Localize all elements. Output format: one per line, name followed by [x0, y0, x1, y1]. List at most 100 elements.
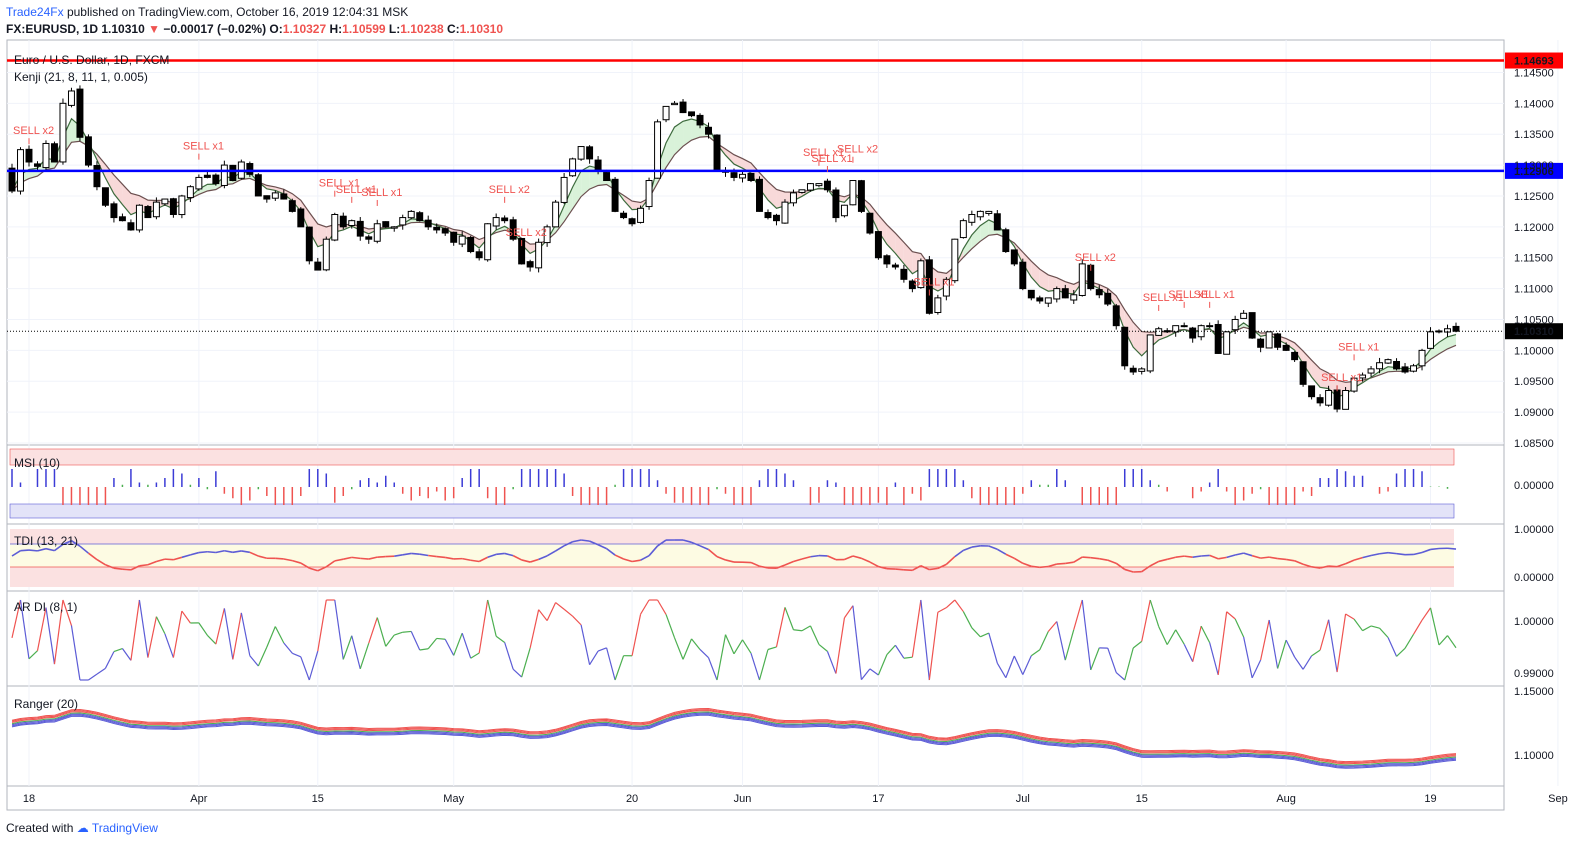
candle-body: [917, 260, 925, 289]
tdi-segment: [53, 543, 64, 552]
ardi-segment: [903, 656, 913, 659]
ardi-segment: [529, 609, 540, 649]
kenji-fill-segment: [1320, 368, 1329, 389]
ardi-tick: 0.99000: [1514, 668, 1554, 680]
candle-body: [59, 102, 67, 163]
tdi-segment: [164, 558, 174, 561]
candle-body: [8, 167, 16, 192]
tdi-segment: [249, 551, 259, 557]
ardi-segment: [427, 638, 438, 650]
tdi-segment: [445, 556, 454, 560]
candle-body: [67, 90, 75, 106]
candle-body: [1002, 229, 1010, 253]
tdi-segment: [1285, 558, 1295, 562]
candle-body: [1350, 377, 1358, 392]
candle-body: [806, 183, 814, 191]
ardi-segment: [555, 602, 565, 610]
tdi-segment: [173, 556, 183, 561]
ardi-segment: [351, 635, 361, 670]
tdi-segment: [852, 555, 862, 560]
publisher-name[interactable]: Trade24Fx: [6, 5, 64, 19]
tdi-segment: [929, 567, 938, 571]
kenji-fill-segment: [674, 121, 684, 155]
candle-body: [586, 146, 594, 160]
tdi-segment: [614, 554, 624, 560]
tdi-segment: [1149, 560, 1160, 567]
candle-body: [1138, 368, 1146, 372]
tdi-segment: [181, 554, 191, 559]
price-tick: 1.12500: [1514, 191, 1554, 203]
candle-body: [450, 231, 458, 243]
ardi-segment: [954, 599, 964, 612]
candle-body: [501, 217, 509, 222]
time-axis[interactable]: 18Apr15May20Jun17Jul15Aug19Sep16Oct14: [23, 793, 1572, 805]
ardi-segment: [1149, 599, 1160, 627]
ardi-segment: [835, 617, 846, 674]
ardi-segment: [767, 646, 777, 651]
candle-body: [705, 126, 712, 135]
sell-signal-label: SELL x2: [489, 184, 530, 196]
ardi-segment: [1379, 627, 1389, 638]
kenji-fill-segment: [1116, 295, 1125, 331]
kenji-fill-segment: [309, 212, 318, 247]
candle-body: [110, 203, 118, 219]
tradingview-brand[interactable]: TradingView: [91, 821, 158, 835]
candle-body: [696, 114, 704, 126]
candle-body: [840, 204, 848, 217]
candle-body: [866, 212, 874, 234]
candle-body: [297, 208, 305, 228]
kenji-fill-segment: [683, 119, 692, 147]
kenji-fill-segment: [878, 214, 887, 245]
tdi-segment: [1013, 557, 1024, 564]
ardi-segment: [181, 610, 191, 624]
tdi-segment: [1022, 562, 1032, 568]
candle-body: [968, 213, 976, 223]
ardi-segment: [988, 632, 998, 664]
tdi-tick: 1.00000: [1514, 524, 1554, 536]
candle-body: [246, 163, 254, 175]
tdi-segment: [1099, 557, 1108, 561]
tdi-segment: [1430, 547, 1440, 551]
ranger-line: [11, 712, 1457, 767]
tradingview-logo-icon[interactable]: ☁: [76, 821, 89, 835]
candle-body: [1248, 312, 1256, 339]
tdi-segment: [878, 565, 888, 570]
kenji-fill-segment: [963, 235, 972, 258]
tdi-segment: [462, 557, 471, 562]
candle-body: [688, 111, 696, 117]
candle-body: [161, 198, 169, 205]
candle-body: [1342, 390, 1350, 410]
candle-body: [118, 216, 126, 222]
candle-body: [908, 280, 916, 290]
tdi-segment: [1362, 554, 1372, 559]
tdi-segment: [1379, 551, 1389, 555]
ardi-segment: [19, 599, 30, 659]
ardi-segment: [1158, 626, 1168, 645]
ardi-segment: [45, 607, 56, 665]
tdi-segment: [232, 550, 242, 554]
symbol-info: FX:EURUSD, 1D 1.10310 ▼ −0.00017 (−0.02%…: [6, 22, 503, 36]
price-axis[interactable]: 1.14500 1.14000 1.13500 1.13000 1.12500 1.120…: [1514, 67, 1554, 450]
tdi-segment: [784, 560, 794, 566]
price-tick: 1.14000: [1514, 98, 1554, 110]
candle-body: [1401, 366, 1409, 373]
footer: Created with ☁ TradingView: [6, 821, 158, 835]
ardi-segment: [453, 632, 463, 656]
price-level-label: 1.14693: [1514, 56, 1554, 68]
msi-histogram: [11, 469, 1449, 505]
ardi-segment: [784, 607, 795, 630]
ardi-segment: [1302, 655, 1313, 670]
tdi-line: [11, 539, 1457, 573]
candle-body: [390, 226, 398, 229]
ardi-segment: [334, 599, 344, 660]
ardi-segment: [691, 638, 701, 650]
candle-body: [1452, 325, 1460, 332]
tdi-segment: [377, 555, 386, 558]
ardi-segment: [240, 612, 251, 656]
ardi-segment: [1141, 599, 1151, 642]
tdi-segment: [1353, 556, 1363, 561]
msi-tick: 0.00000: [1514, 480, 1554, 492]
ardi-segment: [631, 614, 642, 656]
ardi-segment: [62, 599, 73, 626]
